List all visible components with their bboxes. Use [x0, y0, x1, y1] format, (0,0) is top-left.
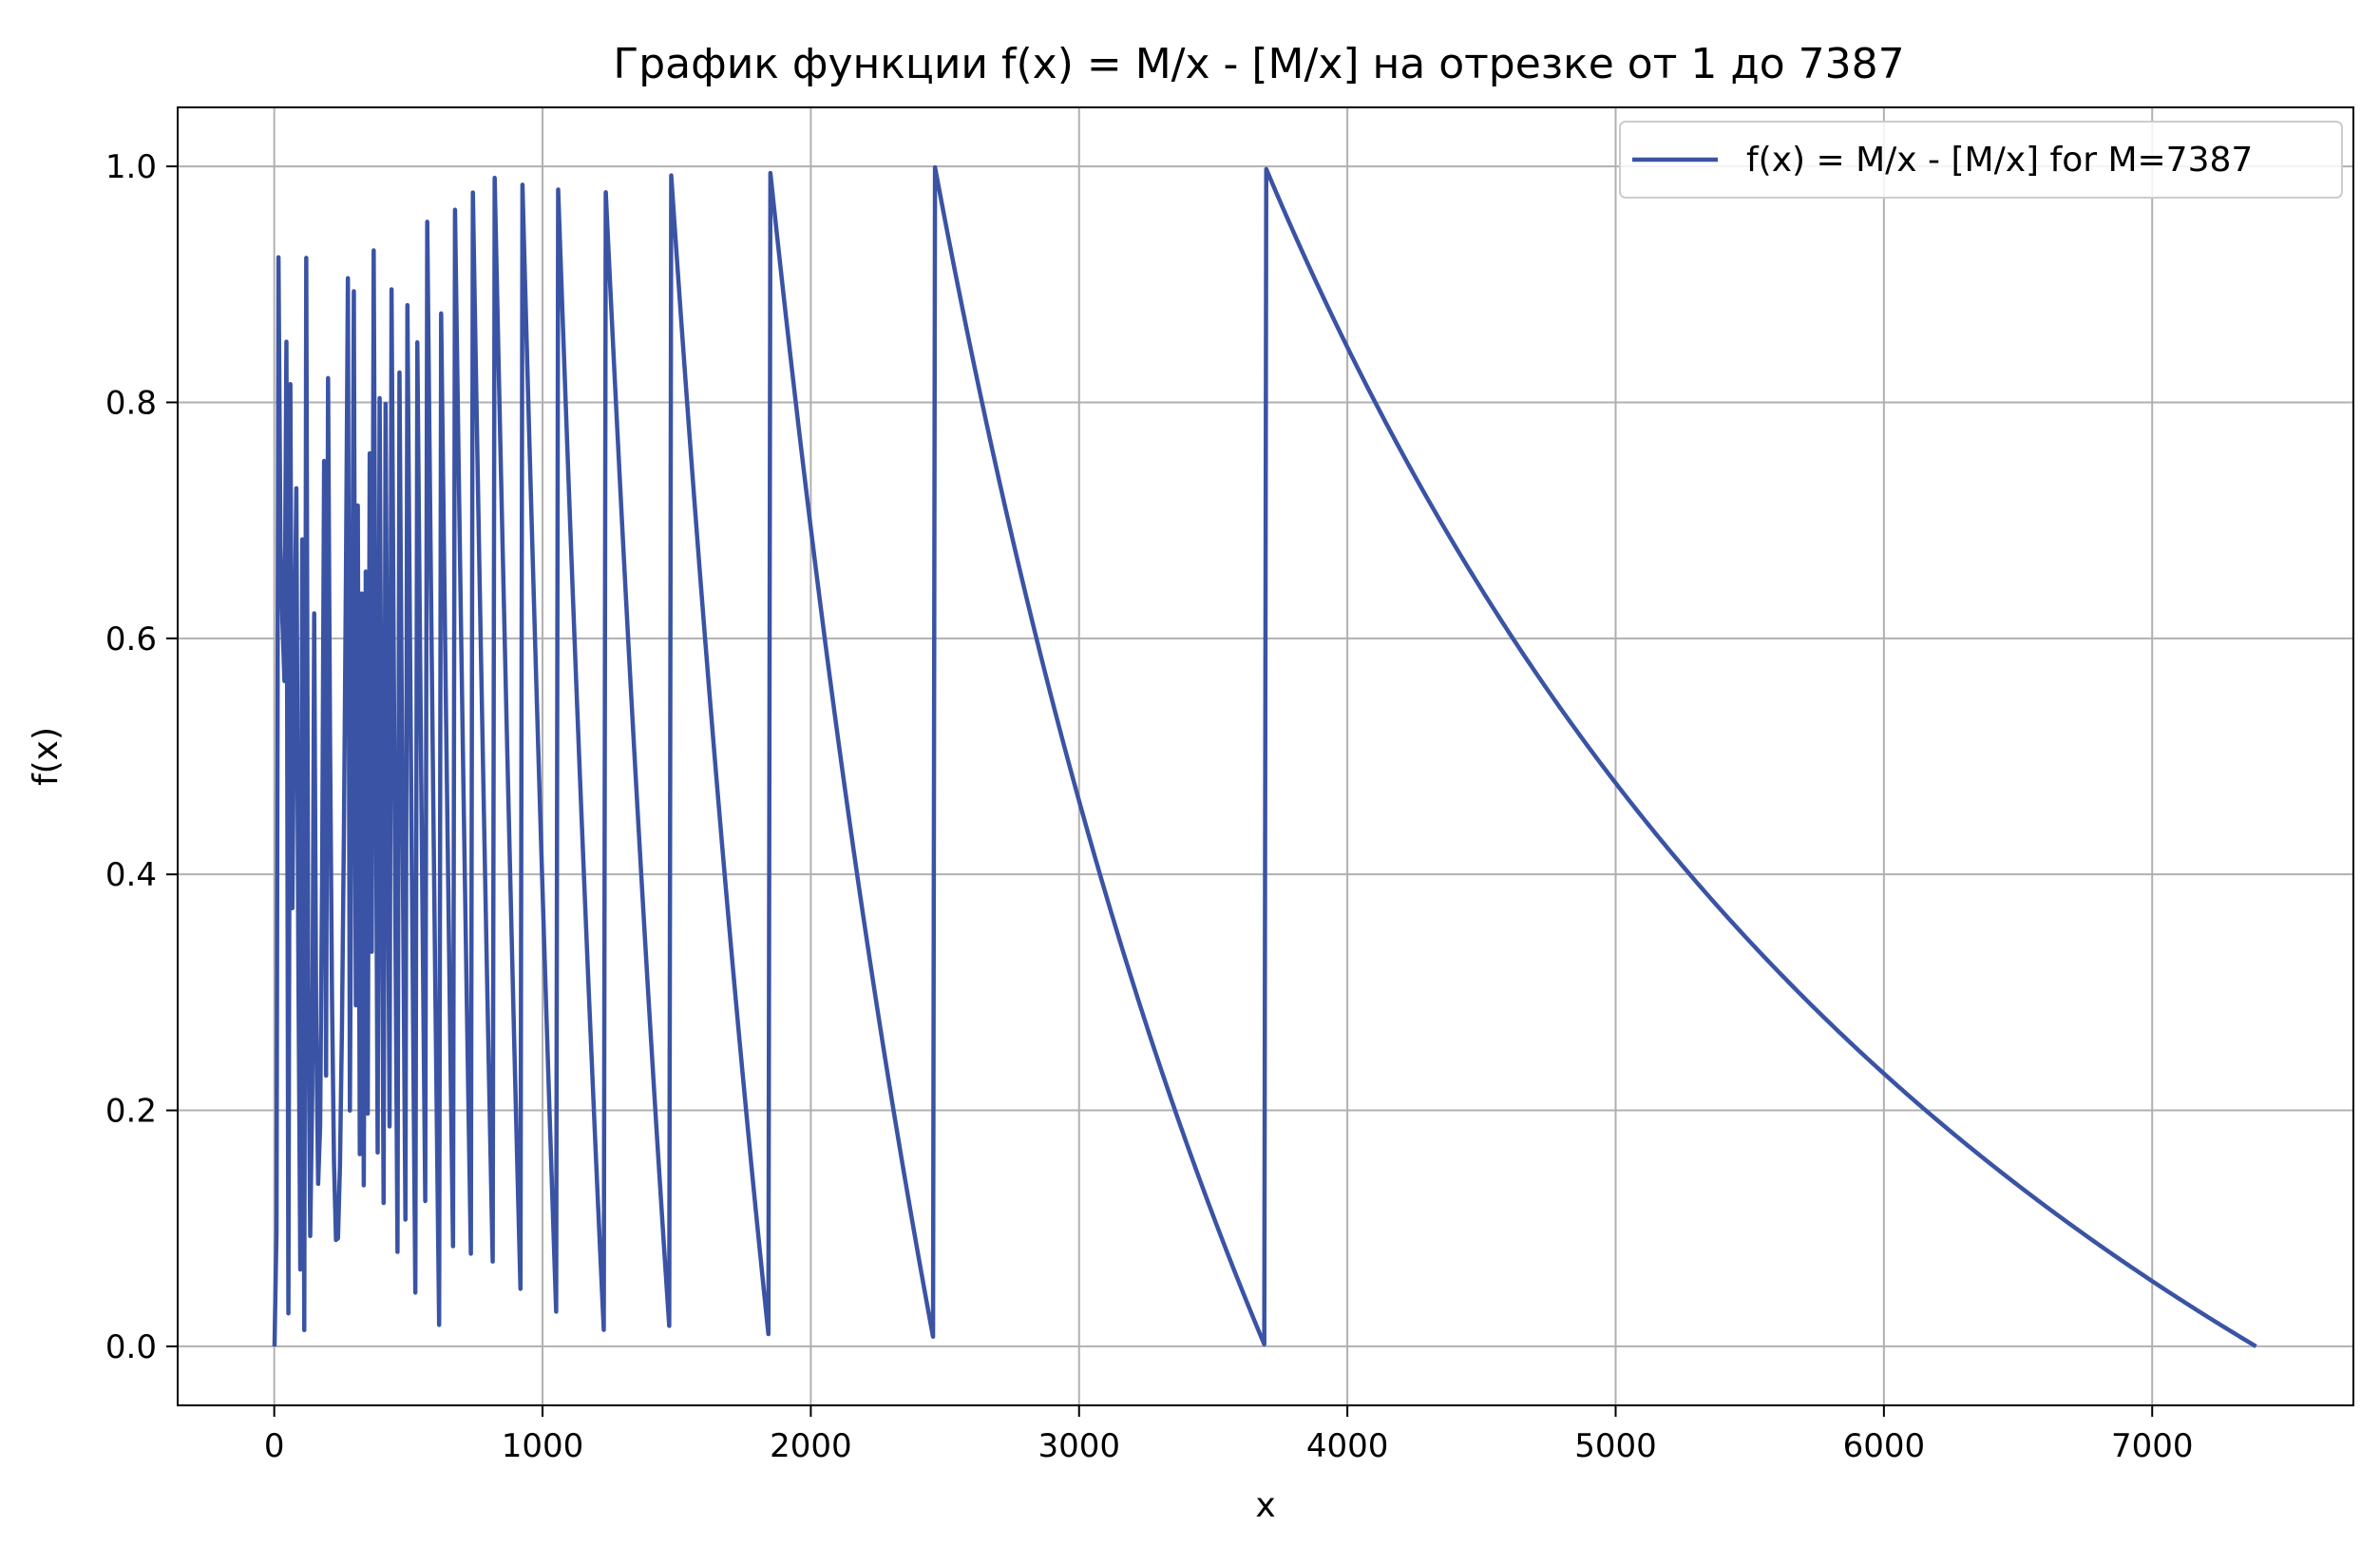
- x-tick-label: 3000: [1038, 1427, 1120, 1465]
- x-tick-label: 6000: [1843, 1427, 1926, 1465]
- chart-title: График функции f(x) = M/x - [M/x] на отр…: [613, 40, 1904, 88]
- x-tick-label: 5000: [1574, 1427, 1657, 1465]
- x-tick-label: 0: [264, 1427, 285, 1465]
- y-tick-label: 0.8: [105, 384, 157, 422]
- y-tick-label: 1.0: [105, 148, 157, 186]
- x-tick-label: 2000: [770, 1427, 852, 1465]
- x-tick-label: 7000: [2111, 1427, 2194, 1465]
- x-tick-label: 1000: [502, 1427, 584, 1465]
- y-tick-label: 0.2: [105, 1093, 157, 1131]
- x-axis-label: x: [1255, 1486, 1275, 1525]
- series-group: [272, 164, 2257, 1348]
- y-axis: 0.0 0.2 0.4 0.6 0.8 1.0: [105, 148, 178, 1366]
- y-tick-label: 0.0: [105, 1328, 157, 1366]
- legend-entry-label: f(x) = M/x - [M/x] for M=7387: [1746, 141, 2253, 180]
- y-axis-label: f(x): [27, 727, 66, 786]
- y-tick-label: 0.6: [105, 620, 157, 658]
- legend: f(x) = M/x - [M/x] for M=7387: [1619, 121, 2343, 199]
- series-line: [272, 164, 2257, 1348]
- plot-frame: [177, 106, 2354, 1406]
- y-tick-label: 0.4: [105, 856, 157, 894]
- x-axis: 0 1000 2000 3000 4000 5000 6000 7000: [264, 1405, 2194, 1465]
- x-tick-label: 4000: [1306, 1427, 1389, 1465]
- legend-box: [1619, 121, 2343, 199]
